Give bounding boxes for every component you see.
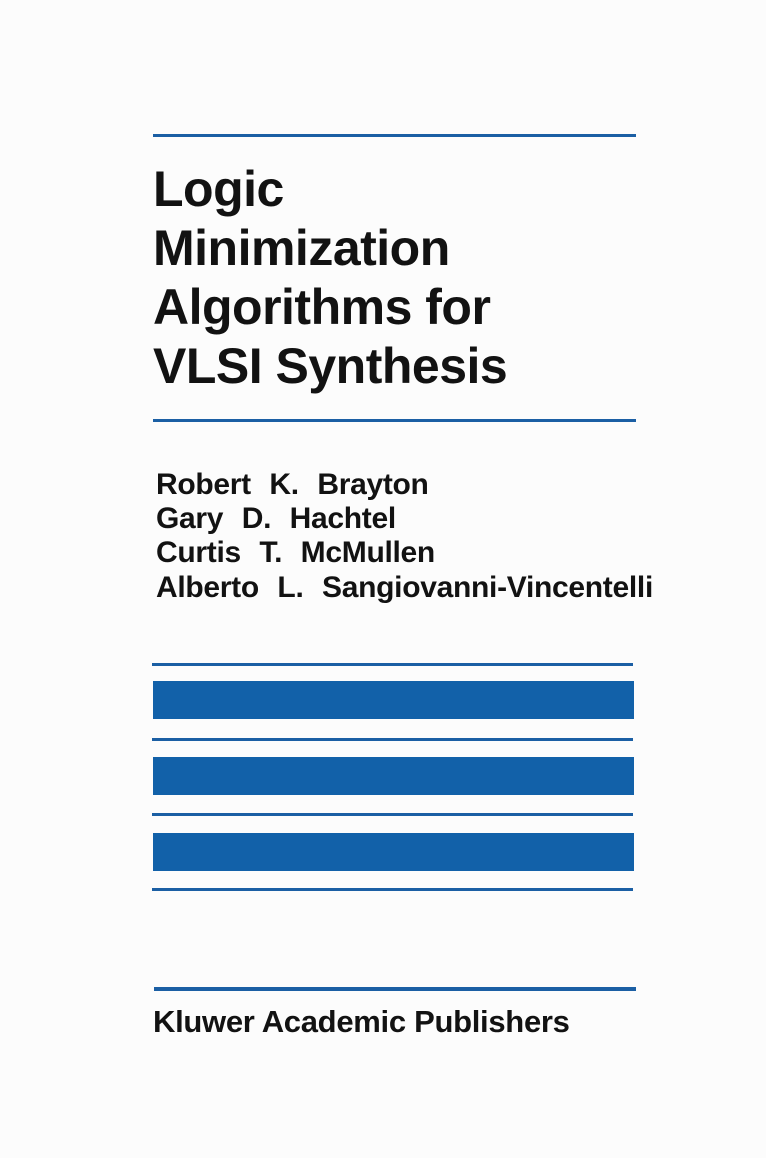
title-top-rule	[153, 134, 636, 137]
thin-stripe	[152, 888, 633, 891]
author-name: Curtis T. McMullen	[156, 536, 435, 570]
thick-stripe	[153, 681, 634, 719]
thin-stripe	[152, 813, 633, 816]
author-name: Alberto L. Sangiovanni-Vincentelli	[156, 570, 653, 604]
publisher-name: Kluwer Academic Publishers	[153, 1004, 570, 1039]
thick-stripe	[153, 757, 634, 795]
author-name: Gary D. Hachtel	[156, 502, 396, 536]
title-line: VLSI Synthesis	[153, 338, 508, 394]
author-name: Robert K. Brayton	[156, 468, 429, 501]
thin-stripe	[152, 663, 633, 666]
title-line: Algorithms for	[153, 279, 491, 335]
title-bottom-rule	[153, 419, 636, 422]
thick-stripe	[153, 833, 634, 871]
thin-stripe	[152, 738, 633, 741]
book-title: Logic Minimization Algorithms for VLSI S…	[153, 160, 508, 396]
author-list: Robert K. Brayton Gary D. Hachtel Curtis…	[156, 468, 653, 605]
publisher-rule	[154, 987, 636, 991]
title-line: Minimization	[153, 220, 450, 276]
title-line: Logic	[153, 161, 284, 217]
